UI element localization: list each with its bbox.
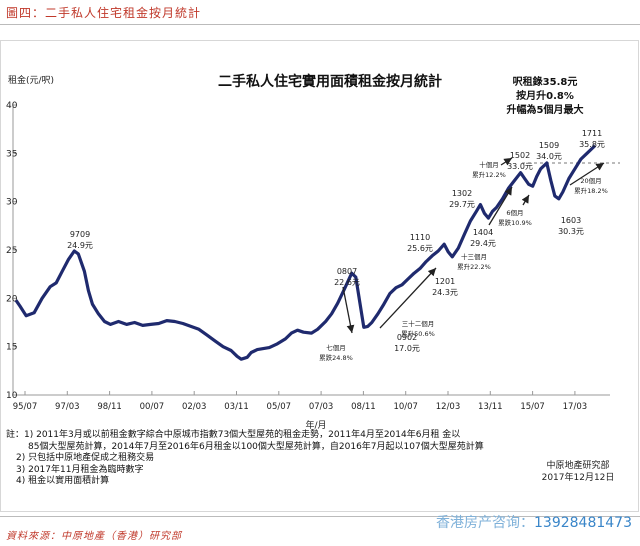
x-tick-label: 95/07 <box>13 402 38 412</box>
y-tick-label: 10 <box>6 391 18 401</box>
arrow-note-line: 累跌24.8% <box>319 353 353 362</box>
annotation-period: 1603 <box>561 216 581 225</box>
annotation-value: 34.0元 <box>536 152 562 161</box>
x-tick-label: 12/03 <box>436 402 461 412</box>
arrow-note-line: 累升12.2% <box>472 170 506 179</box>
note-line: 3) 2017年11月租金為臨時數字 <box>16 464 144 475</box>
annotation-period: 1201 <box>435 277 455 286</box>
annotation-value: 25.6元 <box>407 244 433 253</box>
note-line: 85個大型屋苑計算，2014年7月至2016年6月租金以100個大型屋苑計算，自… <box>28 441 484 452</box>
trend-arrow <box>569 162 605 186</box>
y-tick-label: 30 <box>6 198 18 208</box>
chart-frame <box>0 40 639 512</box>
annotation-value: 33.0元 <box>507 162 533 171</box>
headline-line: 呎租錄35.8元 <box>513 75 578 88</box>
arrow-note-line: 十個月 <box>479 160 499 169</box>
trend-arrow <box>379 267 437 329</box>
arrow-note-line: 20個月 <box>580 176 601 185</box>
annotation-value: 30.3元 <box>558 227 584 236</box>
y-tick-label: 40 <box>6 101 18 111</box>
trend-arrow <box>342 286 355 334</box>
x-tick-label: 07/03 <box>309 402 334 412</box>
x-tick-label: 13/11 <box>478 402 503 412</box>
x-tick-label: 15/07 <box>520 402 545 412</box>
arrow-note-line: 累升22.2% <box>457 262 491 271</box>
x-tick-label: 98/11 <box>97 402 122 412</box>
annotation-period: 1711 <box>582 129 602 138</box>
note-line: 2) 只包括中原地產促成之租務交易 <box>16 453 155 463</box>
annotation-period: 1509 <box>539 141 559 150</box>
arrow-note-line: 十三個月 <box>461 252 487 261</box>
annotation-period: 1302 <box>452 189 472 198</box>
annotation-period: 1502 <box>510 151 530 160</box>
x-tick-label: 00/07 <box>140 402 165 412</box>
trend-arrow <box>500 157 513 166</box>
annotation-value: 29.7元 <box>449 200 475 209</box>
trend-arrow <box>488 186 513 226</box>
y-tick-label: 20 <box>6 294 18 304</box>
y-tick-label: 35 <box>6 149 17 159</box>
annotation-period: 0902 <box>397 333 417 342</box>
note-line: 註：1) 2011年3月或以前租金數字綜合中原城市指數73個大型屋苑的租金走勢，… <box>6 430 461 440</box>
x-axis-title: 年/月 <box>305 419 326 431</box>
annotation-value: 35.8元 <box>579 140 605 149</box>
x-tick-label: 03/11 <box>224 402 249 412</box>
annotation-value: 17.0元 <box>394 344 420 353</box>
x-tick-label: 97/03 <box>55 402 80 412</box>
y-tick-label: 15 <box>6 343 17 353</box>
arrow-note-line: 七個月 <box>326 343 346 352</box>
source-note: 資料來源：中原地產（香港）研究部 <box>6 531 182 542</box>
trend-arrow <box>521 194 530 206</box>
annotation-period: 9709 <box>70 230 90 239</box>
arrow-note-line: 三十二個月 <box>402 319 435 328</box>
arrow-note-line: 累跌10.9% <box>498 218 532 227</box>
rent-series-line <box>14 144 597 361</box>
x-tick-label: 10/07 <box>393 402 418 412</box>
chart-title: 二手私人住宅實用面積租金按月統計 <box>218 73 442 90</box>
credit-date: 2017年12月12日 <box>541 473 615 483</box>
x-tick-label: 05/07 <box>267 402 292 412</box>
annotation-value: 24.3元 <box>432 288 458 297</box>
headline-line: 升幅為5個月最大 <box>507 103 584 116</box>
annotation-period: 1404 <box>473 228 493 237</box>
chart-notes: 註：1) 2011年3月或以前租金數字綜合中原城市指數73個大型屋苑的租金走勢，… <box>6 430 486 488</box>
note-line: 4) 租金以實用面積計算 <box>16 476 110 486</box>
annotation-value: 29.4元 <box>470 239 496 248</box>
arrow-note-line: 6個月 <box>506 208 523 217</box>
watermark-prefix: 香港房产咨询： <box>436 515 535 531</box>
credit-block: 中原地產研究部 2017年12月12日 <box>528 460 628 484</box>
y-tick-label: 25 <box>6 246 17 256</box>
arrow-note-line: 累升18.2% <box>574 186 608 195</box>
annotation-period: 0807 <box>337 267 357 276</box>
x-tick-label: 17/03 <box>563 402 588 412</box>
x-tick-label: 08/11 <box>351 402 376 412</box>
watermark-phone: 13928481473 <box>534 515 632 531</box>
source-divider <box>0 516 640 517</box>
caption-divider <box>0 24 640 25</box>
headline-line: 按月升0.8% <box>516 89 574 102</box>
annotation-period: 1110 <box>410 233 430 242</box>
watermark: 香港房产咨询：13928481473 <box>436 512 632 532</box>
arrow-note-line: 累升50.6% <box>401 329 435 338</box>
annotation-value: 24.9元 <box>67 241 93 250</box>
credit-org: 中原地產研究部 <box>546 461 610 471</box>
x-tick-label: 02/03 <box>182 402 207 412</box>
y-axis-title: 租金(元/呎) <box>8 74 54 86</box>
figure-caption: 圖四：二手私人住宅租金按月統計 <box>6 6 202 20</box>
annotation-value: 22.6元 <box>334 278 360 287</box>
